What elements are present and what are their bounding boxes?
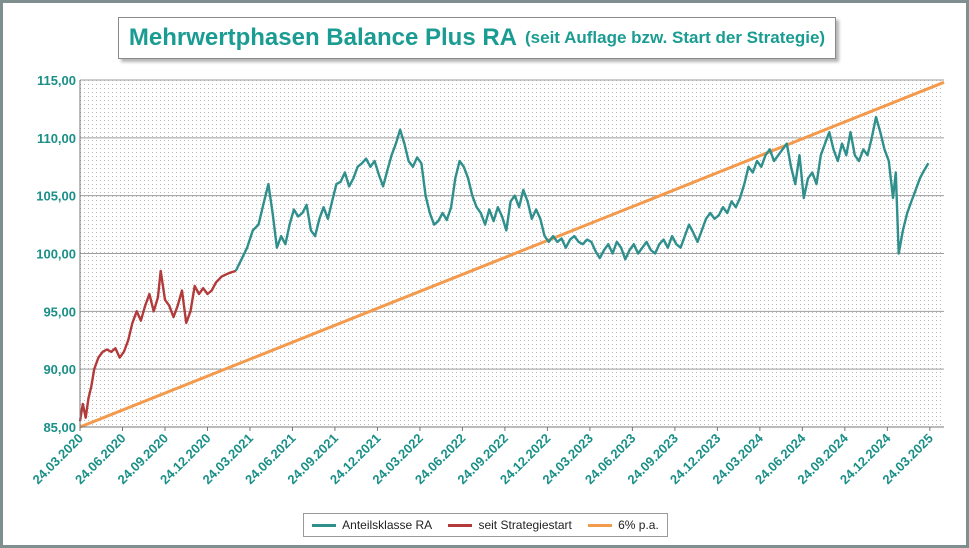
chart-title-box: Mehrwertphasen Balance Plus RA (seit Auf… — [118, 17, 836, 59]
legend-item-anteilsklasse: Anteilsklasse RA — [312, 518, 432, 532]
chart-subtitle: (seit Auflage bzw. Start der Strategie) — [525, 28, 826, 47]
legend-swatch-strategiestart — [448, 523, 473, 527]
y-tick-label: 85,00 — [43, 420, 76, 435]
y-tick-label: 90,00 — [43, 362, 76, 377]
legend-label-strategiestart: seit Strategiestart — [478, 518, 572, 532]
legend-item-6pct: 6% p.a. — [588, 518, 659, 532]
y-tick-label: 100,00 — [36, 247, 76, 262]
chart-legend: Anteilsklasse RA seit Strategiestart 6% … — [303, 513, 668, 537]
legend-item-strategiestart: seit Strategiestart — [448, 518, 572, 532]
y-tick-label: 110,00 — [37, 131, 76, 146]
series-6pct-line — [79, 80, 945, 429]
y-tick-label: 95,00 — [43, 304, 76, 319]
series-anteilsklasse-ra-line — [234, 115, 930, 272]
y-tick-label: 105,00 — [36, 189, 76, 204]
legend-label-anteilsklasse: Anteilsklasse RA — [342, 518, 433, 532]
series-strategiestart-line — [78, 269, 237, 422]
chart-title: Mehrwertphasen Balance Plus RA — [128, 24, 518, 51]
legend-swatch-6pct — [588, 523, 613, 527]
legend-swatch-anteilsklasse — [312, 523, 337, 527]
legend-label-6pct: 6% p.a. — [618, 518, 659, 532]
y-tick-label: 115,00 — [37, 73, 76, 88]
